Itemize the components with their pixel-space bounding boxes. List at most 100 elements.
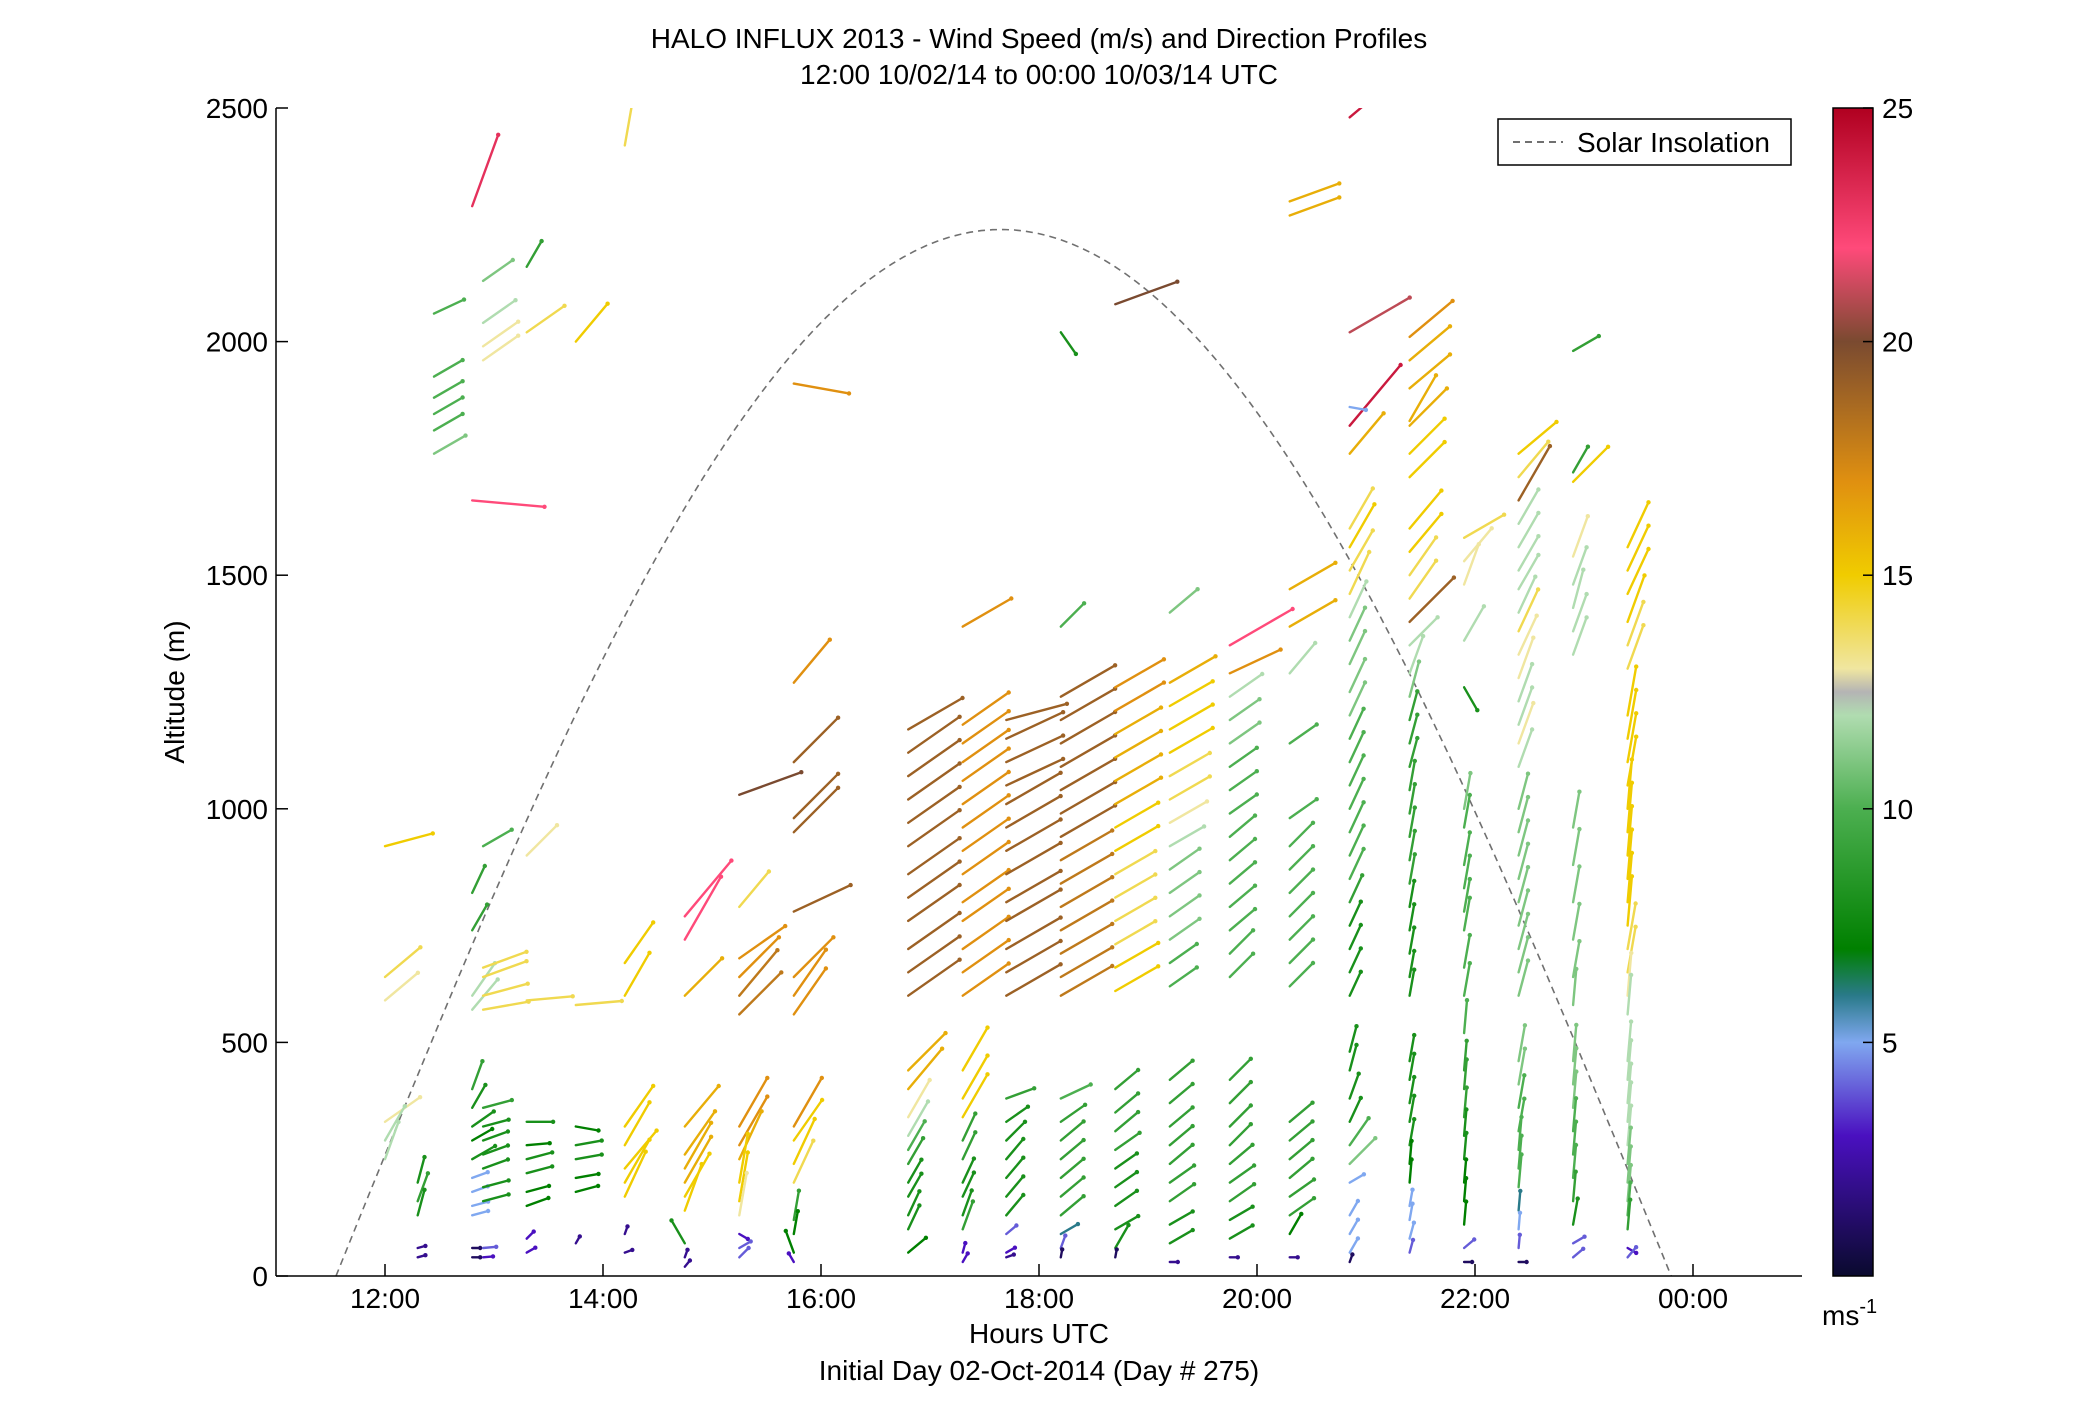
wind-barb-tip xyxy=(923,1235,929,1241)
wind-barb-shaft xyxy=(383,1104,406,1142)
wind-barb-tip xyxy=(1190,1105,1195,1110)
wind-barb xyxy=(1408,386,1450,427)
wind-barb-tip xyxy=(1362,680,1368,685)
wind-barb xyxy=(1288,1177,1317,1198)
wind-barb-tip xyxy=(513,298,518,303)
wind-barb xyxy=(1626,711,1639,764)
wind-barb-tip xyxy=(783,1228,788,1234)
wind-barb-tip xyxy=(1153,848,1158,854)
wind-barb-tip xyxy=(707,1151,712,1156)
wind-barb-tip xyxy=(1646,546,1651,552)
wind-barb-tip xyxy=(509,1097,514,1103)
wind-barb xyxy=(1462,770,1473,810)
wind-barb xyxy=(907,1189,922,1217)
wind-barb-tip xyxy=(1252,883,1258,888)
wind-barb xyxy=(1408,352,1453,390)
wind-barb xyxy=(1626,924,1638,974)
wind-barb-tip xyxy=(759,1109,764,1114)
wind-barb xyxy=(1571,1096,1579,1133)
wind-barb xyxy=(1408,298,1455,339)
wind-barb-tip xyxy=(1531,635,1536,640)
wind-barb-tip xyxy=(1190,1058,1195,1063)
wind-barb-shaft xyxy=(525,824,559,857)
wind-barb-tip xyxy=(1250,1223,1255,1228)
wind-barb xyxy=(1626,573,1647,624)
wind-barb xyxy=(1059,1102,1088,1124)
wind-barb-shaft xyxy=(1168,588,1199,614)
wind-barb xyxy=(1462,686,1480,713)
wind-barb-shaft xyxy=(1626,688,1638,740)
wind-barb-shaft xyxy=(432,358,464,378)
wind-barb-tip xyxy=(1114,1247,1119,1252)
wind-barb xyxy=(1168,750,1213,778)
wind-barb xyxy=(1348,502,1377,549)
y-tick-label: 2500 xyxy=(206,93,268,124)
wind-barb xyxy=(1005,817,1063,852)
wind-barb-tip xyxy=(1412,948,1417,954)
wind-barb-tip xyxy=(1235,1255,1241,1260)
wind-barb-tip xyxy=(1210,702,1215,707)
wind-barb-shaft xyxy=(471,133,500,208)
wind-barb xyxy=(525,823,560,857)
wind-barb-tip xyxy=(1310,1156,1315,1162)
wind-barb xyxy=(961,937,1011,974)
wind-barb xyxy=(1517,1133,1524,1170)
wind-barb xyxy=(1348,680,1368,717)
wind-barb-shaft xyxy=(907,860,961,899)
wind-barb xyxy=(961,1199,976,1231)
wind-barb-tip xyxy=(1207,750,1213,756)
wind-barb xyxy=(1462,542,1482,586)
wind-barb-tip xyxy=(1156,940,1161,946)
wind-barb-shaft xyxy=(1626,665,1638,717)
wind-barb xyxy=(738,1150,750,1203)
wind-barb-tip xyxy=(718,874,724,879)
wind-barb-shaft xyxy=(907,911,961,951)
wind-barb-tip xyxy=(1573,1142,1579,1148)
wind-barb xyxy=(383,1119,401,1161)
wind-barb-shaft xyxy=(907,1158,923,1184)
wind-barb-shaft xyxy=(1462,877,1472,913)
wind-barb-shaft xyxy=(623,1084,655,1128)
y-tick-label: 2000 xyxy=(206,327,268,358)
wind-barb-shaft xyxy=(1059,664,1117,698)
wind-barb-tip xyxy=(729,858,734,863)
wind-barb-tip xyxy=(1361,776,1366,782)
wind-barb-shaft xyxy=(1114,1214,1140,1231)
wind-barb-tip xyxy=(1415,712,1420,717)
wind-barb xyxy=(623,1224,630,1236)
wind-barb xyxy=(1114,1067,1141,1091)
wind-barb-shaft xyxy=(1114,896,1157,923)
wind-barb-tip xyxy=(1629,827,1635,832)
wind-barb-shaft xyxy=(1005,818,1062,852)
wind-barb xyxy=(1408,615,1440,647)
wind-barb-shaft xyxy=(1408,616,1439,647)
wind-barb-tip xyxy=(1362,656,1368,662)
wind-barb-shaft xyxy=(1348,1096,1363,1124)
wind-barb xyxy=(416,1154,427,1184)
wind-barb-tip xyxy=(943,1030,948,1036)
wind-barb-shaft xyxy=(525,239,543,268)
wind-barb xyxy=(1228,647,1283,675)
wind-barb xyxy=(1408,1220,1417,1240)
wind-barb-tip xyxy=(1529,685,1535,690)
wind-barb xyxy=(1114,1151,1140,1170)
wind-barb-tip xyxy=(1575,1196,1580,1201)
wind-barb xyxy=(1059,331,1079,357)
wind-barb-tip xyxy=(490,1254,496,1259)
wind-barb xyxy=(574,1138,604,1147)
wind-barb xyxy=(574,1183,601,1194)
wind-barb-shaft xyxy=(1005,1137,1025,1161)
wind-barb-shaft xyxy=(792,1076,823,1128)
wind-barb xyxy=(1168,587,1200,614)
y-axis-label: Altitude (m) xyxy=(159,620,190,763)
wind-barb-shaft xyxy=(1168,800,1209,824)
wind-barb xyxy=(1114,800,1161,829)
wind-barb-shaft xyxy=(481,1118,510,1128)
wind-barb-tip xyxy=(1464,1130,1469,1136)
wind-barb-tip xyxy=(505,1129,511,1134)
wind-barb-tip xyxy=(1153,895,1158,900)
wind-barb-tip xyxy=(957,714,962,719)
wind-barb-tip xyxy=(1629,950,1634,956)
wind-barb-tip xyxy=(1361,800,1366,805)
wind-barb-tip xyxy=(1058,817,1063,822)
